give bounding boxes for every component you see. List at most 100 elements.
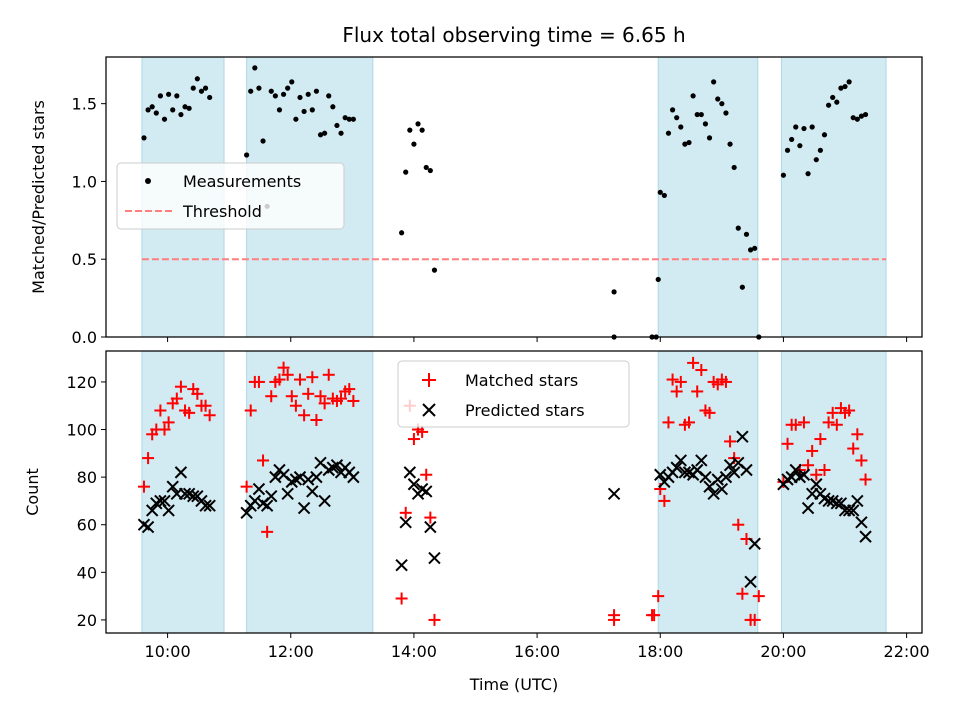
measurement-point (838, 85, 844, 91)
predicted-stars-point (719, 470, 733, 484)
matched-stars-point (666, 373, 679, 386)
matched-stars-point (748, 613, 761, 626)
predicted-stars-point (736, 430, 749, 443)
measurement-point (723, 110, 729, 116)
matched-stars-point (285, 390, 298, 403)
measurement-point (682, 141, 688, 147)
legend-predicted-marker (422, 403, 436, 417)
measurement-point (186, 105, 192, 111)
measurement-point (350, 116, 356, 122)
matched-stars-point (789, 418, 802, 431)
matched-stars-point (407, 433, 420, 446)
bottom-axes-frame (105, 350, 923, 634)
measurement-point (793, 124, 799, 130)
measurement-point (706, 135, 713, 141)
matched-stars-point (310, 414, 323, 427)
bottom-y-tick-label: 20 (77, 611, 97, 630)
matched-stars-point (257, 454, 270, 467)
top-y-axis: 0.0 0.5 1.0 1.5 (72, 95, 106, 347)
matched-stars-point (797, 416, 810, 429)
measurement-point (797, 143, 803, 149)
measurement-point (419, 127, 425, 133)
bottom-y-tick-label: 100 (66, 421, 97, 440)
measurement-point (342, 115, 348, 121)
measurement-point (850, 115, 856, 121)
measurement-point (403, 169, 409, 175)
predicted-stars-point (240, 506, 253, 520)
x-axis-label: Time (UTC) (469, 675, 558, 694)
matched-stars-point (658, 494, 671, 507)
measurement-point (743, 231, 750, 237)
measurements-series (141, 65, 869, 340)
measurement-point (268, 88, 274, 94)
measurement-point (322, 130, 328, 136)
measurement-point (830, 94, 836, 101)
predicted-stars-point (707, 487, 720, 500)
predicted-stars-point (851, 494, 864, 508)
legend-matched-label: Matched stars (465, 371, 578, 390)
predicted-stars-point (162, 504, 175, 517)
predicted-stars-point (399, 516, 412, 529)
measurement-point (330, 104, 336, 110)
measurement-point (690, 93, 696, 99)
bottom-legend-box (397, 360, 630, 428)
measurement-point (301, 108, 307, 115)
matched-stars-point (703, 406, 716, 419)
matched-stars-point (670, 385, 683, 398)
x-tick-label: 12:00 (268, 642, 314, 661)
top-y-tick-label: 0.5 (72, 250, 97, 269)
measurement-point (174, 93, 180, 99)
matched-stars-point (191, 387, 204, 400)
matched-stars-point (662, 416, 675, 429)
matched-stars-point (203, 409, 216, 422)
measurement-point (854, 116, 860, 122)
legend-measurements-marker (145, 178, 151, 184)
predicted-stars-point (318, 494, 331, 508)
measurement-point (407, 127, 413, 133)
measurement-point (297, 94, 303, 101)
measurement-point (846, 79, 852, 85)
matched-stars-point (687, 356, 700, 369)
predicted-stars-point (178, 487, 192, 500)
predicted-stars-point (855, 516, 868, 529)
matched-stars-point (732, 518, 745, 531)
matched-stars-point (252, 375, 265, 388)
measurement-point (161, 116, 168, 122)
measurement-point (280, 91, 287, 97)
predicted-stars-point (310, 470, 323, 484)
predicted-stars-point (789, 463, 802, 477)
matched-stars-point (199, 399, 212, 412)
matched-stars-point (752, 590, 765, 603)
predicted-stars-point (395, 558, 408, 572)
matched-stars-point (183, 406, 196, 419)
x-tick-label: 22:00 (884, 642, 930, 661)
matched-stars-point (822, 416, 835, 429)
top-y-tick-label: 1.0 (72, 172, 97, 191)
matched-stars-point (695, 364, 708, 377)
predicted-stars-point (859, 530, 872, 543)
measurement-point (166, 91, 172, 97)
measurement-point (834, 99, 840, 105)
matched-stars-point (428, 613, 441, 626)
predicted-stars-point (723, 459, 737, 472)
measurement-point (784, 147, 791, 153)
predicted-stars-point (654, 468, 667, 481)
matched-stars-point (277, 361, 290, 374)
measurement-point (731, 164, 737, 171)
measurement-point (399, 230, 405, 236)
predicted-stars-series (137, 430, 872, 589)
matched-stars-point (261, 525, 274, 538)
measurement-point (669, 107, 676, 113)
measurement-point (727, 141, 733, 147)
measurement-point (821, 132, 828, 138)
bottom-y-axis-label: Count (23, 468, 42, 516)
measurement-point (289, 79, 295, 85)
top-legend: Measurements Threshold (116, 162, 345, 230)
matched-stars-point (399, 506, 412, 519)
predicted-stars-point (670, 461, 683, 474)
matched-stars-point (683, 416, 696, 429)
measurement-point (665, 130, 672, 136)
predicted-stars-point (797, 468, 811, 481)
x-tick-label: 18:00 (637, 642, 683, 661)
matched-stars-point (855, 454, 868, 467)
